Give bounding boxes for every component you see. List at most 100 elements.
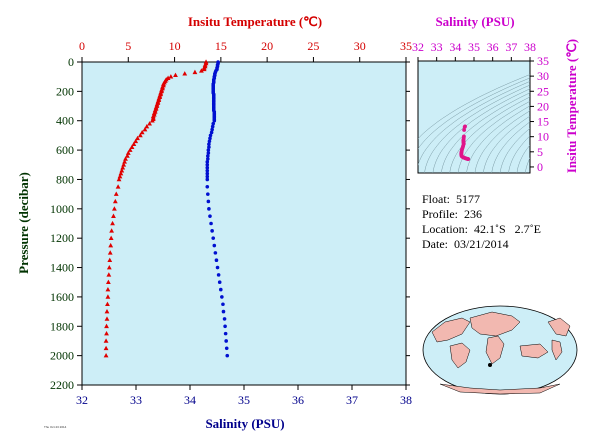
temperature-axis-title: Insitu Temperature (℃) [188, 14, 322, 29]
temperature-point [111, 213, 116, 218]
salinity-point [224, 339, 228, 343]
density-isoline [432, 88, 530, 173]
salinity-point [205, 184, 210, 189]
temperature-point [112, 206, 117, 211]
temperature-point [113, 191, 119, 196]
salinity-point [206, 192, 210, 196]
ts-salinity-axis-title: Salinity (PSU) [435, 14, 514, 29]
pressure-tick-label: 600 [56, 143, 74, 157]
pressure-tick-label: 800 [56, 172, 74, 186]
salinity-point [205, 174, 210, 179]
temperature-point [115, 184, 121, 189]
salinity-point [223, 331, 228, 336]
ts-temperature-tick-label: 25 [537, 84, 549, 98]
salinity-point [207, 145, 211, 149]
temperature-point [137, 132, 143, 138]
ts-temperature-tick-label: 30 [537, 69, 549, 83]
salinity-point [222, 317, 227, 321]
pressure-tick-label: 1400 [50, 261, 74, 275]
salinity-point [223, 324, 227, 329]
pressure-tick-label: 2000 [50, 349, 74, 363]
density-isoline [491, 121, 530, 173]
ts-density-isolines [418, 74, 530, 173]
salinity-point [212, 243, 217, 248]
ts-point [462, 125, 467, 129]
ts-temperature-tick-label: 10 [537, 130, 549, 144]
salinity-point [216, 273, 221, 277]
salinity-point [224, 346, 229, 351]
density-isoline [418, 74, 530, 140]
temperature-point [125, 150, 131, 155]
ts-data-layer [459, 124, 471, 161]
salinity-point [208, 133, 213, 138]
salinity-point [209, 130, 214, 135]
temperature-tick-label: 10 [169, 39, 181, 53]
salinity-point [210, 124, 215, 129]
salinity-point [207, 139, 212, 144]
temperature-point [105, 279, 111, 285]
temperature-point [201, 66, 207, 72]
salinity-point [205, 177, 210, 182]
temperature-point [133, 138, 139, 144]
temperature-point [105, 301, 110, 307]
temperature-point [147, 121, 152, 126]
salinity-point [208, 214, 212, 218]
pressure-tick-label: 1200 [50, 231, 74, 245]
salinity-tick-label: 34 [184, 393, 196, 407]
salinity-tick-label: 33 [130, 393, 142, 407]
salinity-tick-label: 35 [238, 393, 250, 407]
temperature-point [139, 129, 145, 135]
float-location-marker [488, 363, 492, 367]
temperature-point [117, 173, 123, 179]
density-isoline [449, 96, 530, 173]
ts-salinity-tick-label: 33 [431, 40, 443, 54]
temperature-point [104, 308, 110, 314]
ts-point [466, 157, 471, 161]
pressure-tick-label: 1000 [50, 202, 74, 216]
density-isoline [457, 100, 530, 173]
temperature-point [110, 220, 115, 226]
salinity-tick-label: 32 [76, 393, 88, 407]
temperature-point [149, 118, 155, 123]
salinity-point [210, 229, 214, 233]
ts-plot-area [417, 60, 531, 174]
density-isoline [424, 84, 530, 173]
salinity-point [208, 136, 212, 141]
salinity-point [211, 121, 216, 126]
temperature-point [116, 176, 122, 182]
pressure-tick-label: 1600 [50, 290, 74, 304]
temperature-point [119, 168, 125, 173]
density-isoline [499, 128, 530, 173]
temperature-point [122, 159, 127, 164]
temperature-tick-label: 5 [125, 39, 131, 53]
temperature-point [103, 345, 109, 351]
temperature-point [173, 72, 178, 78]
salinity-point [205, 162, 210, 167]
ts-salinity-tick-label: 32 [412, 40, 424, 54]
salinity-point [214, 258, 219, 263]
float-info-panel: Float: 5177 Profile: 236 Location: 42.1˚… [422, 192, 541, 252]
salinity-point [211, 236, 216, 240]
salinity-point [206, 157, 210, 161]
temperature-point [124, 153, 130, 158]
temperature-point [121, 162, 127, 167]
salinity-point [212, 118, 217, 123]
ts-temperature-tick-label: 5 [537, 145, 543, 159]
pressure-tick-label: 400 [56, 114, 74, 128]
map-continents [431, 311, 571, 395]
ts-temperature-tick-label: 15 [537, 115, 549, 129]
temperature-tick-label: 35 [400, 39, 412, 53]
temperature-point [104, 316, 110, 321]
salinity-point [209, 221, 213, 226]
salinity-point [217, 280, 222, 285]
temperature-point [168, 74, 174, 79]
temperature-point [108, 235, 114, 240]
ts-temperature-tick-label: 35 [537, 54, 549, 68]
ts-salinity-tick-label: 37 [505, 40, 517, 54]
ts-temperature-tick-label: 0 [537, 160, 543, 174]
temperature-point [131, 141, 137, 147]
temperature-point [129, 144, 135, 149]
ts-temperature-tick-label: 20 [537, 99, 549, 113]
temperature-point [104, 323, 109, 329]
temperature-point [120, 165, 126, 170]
